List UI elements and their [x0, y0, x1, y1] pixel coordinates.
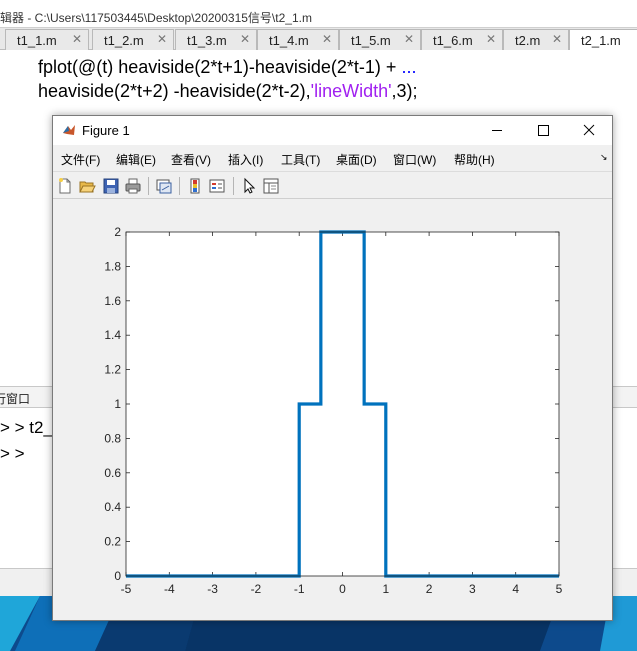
- x-tick-label: -2: [251, 582, 262, 596]
- figure-menubar: 文件(F) 编辑(E) 查看(V) 插入(I) 工具(T) 桌面(D) 窗口(W…: [53, 145, 612, 171]
- close-icon[interactable]: ✕: [551, 32, 562, 46]
- y-tick-label: 1: [114, 397, 121, 411]
- y-tick-label: 0.6: [104, 466, 121, 480]
- y-tick-label: 0.4: [104, 500, 121, 514]
- x-tick-label: -3: [207, 582, 218, 596]
- tab-label: t1_3.m: [187, 33, 227, 48]
- menu-help[interactable]: 帮助(H): [454, 153, 495, 167]
- menu-desktop[interactable]: 桌面(D): [336, 153, 377, 167]
- y-tick-label: 1.2: [104, 363, 121, 377]
- close-icon[interactable]: ✕: [485, 32, 496, 46]
- tab-label: t1_4.m: [269, 33, 309, 48]
- editor-titlebar: 辑器 - C:\Users\117503445\Desktop\20200315…: [0, 0, 637, 28]
- close-icon: [583, 124, 595, 136]
- tab-t1-2[interactable]: t1_2.m ✕: [92, 29, 174, 50]
- y-tick-label: 0: [114, 569, 121, 583]
- tab-label: t1_5.m: [351, 33, 391, 48]
- link-plot-icon[interactable]: [155, 177, 173, 195]
- figure-window[interactable]: Figure 1 文件(F) 编辑(E) 查看(V) 插入(I) 工具(T) 桌…: [52, 115, 613, 621]
- editor-title: 辑器 - C:\Users\117503445\Desktop\20200315…: [0, 11, 312, 25]
- tab-t1-6[interactable]: t1_6.m ✕: [421, 29, 503, 50]
- command-window-title: 行窗口: [0, 392, 31, 406]
- y-tick-label: 1.6: [104, 294, 121, 308]
- y-tick-label: 0.2: [104, 535, 121, 549]
- tab-label: t2.m: [515, 33, 541, 48]
- code-line-2: heaviside(2*t+2) -heaviside(2*t-2),'line…: [38, 81, 418, 102]
- x-tick-label: 2: [426, 582, 433, 596]
- code-text: ,3);: [391, 81, 418, 101]
- x-tick-label: 4: [512, 582, 519, 596]
- close-icon[interactable]: ✕: [239, 32, 250, 46]
- dock-arrow-icon[interactable]: ↘: [600, 152, 608, 162]
- tab-label: t1_6.m: [433, 33, 473, 48]
- menu-insert[interactable]: 插入(I): [228, 153, 264, 167]
- close-button[interactable]: [566, 116, 612, 145]
- menu-window[interactable]: 窗口(W): [393, 153, 437, 167]
- toolbar-separator: [179, 177, 180, 195]
- figure-toolbar: [53, 171, 612, 199]
- menu-edit[interactable]: 编辑(E): [116, 153, 156, 167]
- code-text: fplot(@(t) heaviside(2*t+1)-heaviside(2*…: [38, 57, 402, 77]
- x-tick-label: -4: [164, 582, 175, 596]
- figure-title: Figure 1: [82, 123, 130, 138]
- code-string: 'lineWidth': [310, 81, 392, 101]
- code-line-1: fplot(@(t) heaviside(2*t+1)-heaviside(2*…: [38, 57, 416, 78]
- tab-t1-3[interactable]: t1_3.m ✕: [175, 29, 257, 50]
- tab-label: t2_1.m: [581, 33, 621, 48]
- close-icon[interactable]: ✕: [321, 32, 332, 46]
- y-tick-labels: 0 0.2 0.4 0.6 0.8 1 1.2 1.4 1.6 1.8 2: [104, 225, 121, 583]
- y-tick-label: 1.4: [104, 328, 121, 342]
- x-tick-label: 3: [469, 582, 476, 596]
- tab-t1-4[interactable]: t1_4.m ✕: [257, 29, 339, 50]
- matlab-logo-icon: [63, 125, 75, 135]
- x-tick-label: 0: [339, 582, 346, 596]
- plot-canvas[interactable]: -5 -4 -3 -2 -1 0 1 2 3 4 5 0 0.2 0.4 0.6 0.8 1 1.2 1.4 1.6…: [53, 200, 612, 618]
- editor-tab-bar: t1_1.m ✕ t1_2.m ✕ t1_3.m ✕ t1_4.m ✕ t1_5…: [0, 28, 637, 51]
- menu-file[interactable]: 文件(F): [61, 153, 101, 167]
- command-prompt: > >: [0, 444, 25, 463]
- tab-t2-1[interactable]: t2_1.m: [569, 29, 637, 51]
- toolbar-separator: [148, 177, 149, 195]
- insert-colorbar-icon[interactable]: [186, 177, 204, 195]
- open-file-icon[interactable]: [78, 177, 96, 195]
- x-tick-label: 1: [382, 582, 389, 596]
- close-icon[interactable]: ✕: [71, 32, 82, 46]
- maximize-icon: [538, 125, 549, 136]
- edit-plot-icon[interactable]: [240, 177, 258, 195]
- property-inspector-icon[interactable]: [262, 177, 280, 195]
- axes-background[interactable]: [126, 232, 559, 576]
- tab-t2[interactable]: t2.m ✕: [503, 29, 569, 50]
- maximize-button[interactable]: [520, 116, 566, 145]
- menu-view[interactable]: 查看(V): [171, 153, 211, 167]
- x-tick-label: 5: [556, 582, 563, 596]
- axes-box: [125, 231, 560, 577]
- code-text: heaviside(2*t+2) -heaviside(2*t-2),: [38, 81, 311, 101]
- tab-label: t1_1.m: [17, 33, 57, 48]
- close-icon[interactable]: ✕: [156, 32, 167, 46]
- tab-label: t1_2.m: [104, 33, 144, 48]
- minimize-icon: [492, 130, 502, 131]
- y-tick-label: 1.8: [104, 259, 121, 273]
- print-icon[interactable]: [124, 177, 142, 195]
- close-icon[interactable]: ✕: [403, 32, 414, 46]
- y-tick-label: 2: [114, 225, 121, 239]
- x-tick-label: -5: [121, 582, 132, 596]
- tab-t1-1[interactable]: t1_1.m ✕: [5, 29, 89, 50]
- save-icon[interactable]: [102, 177, 120, 195]
- command-line: > > t2_: [0, 418, 53, 437]
- figure-titlebar[interactable]: Figure 1: [53, 116, 612, 145]
- x-tick-labels: -5 -4 -3 -2 -1 0 1 2 3 4 5: [121, 582, 563, 596]
- minimize-button[interactable]: [474, 116, 520, 145]
- toolbar-separator: [233, 177, 234, 195]
- y-tick-label: 0.8: [104, 431, 121, 445]
- insert-legend-icon[interactable]: [208, 177, 226, 195]
- tab-t1-5[interactable]: t1_5.m ✕: [339, 29, 421, 50]
- new-figure-icon[interactable]: [56, 177, 74, 195]
- code-continuation: ...: [401, 57, 417, 77]
- x-tick-label: -1: [294, 582, 305, 596]
- menu-tools[interactable]: 工具(T): [281, 153, 321, 167]
